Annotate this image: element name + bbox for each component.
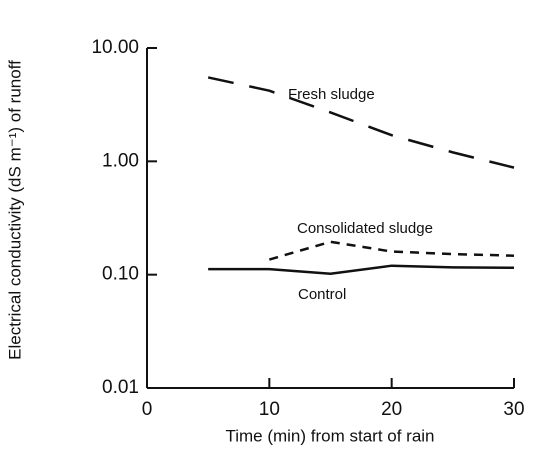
- series-line: [208, 264, 515, 275]
- y-tick-label: 10.00: [91, 37, 139, 58]
- series-line: [207, 76, 515, 169]
- x-tick-label: 10: [259, 399, 280, 420]
- series-label: Control: [298, 286, 346, 303]
- y-tick-label: 0.10: [102, 264, 139, 285]
- x-tick-label: 30: [503, 399, 524, 420]
- x-axis-title: Time (min) from start of rain: [225, 426, 434, 445]
- series-line: [268, 240, 515, 261]
- y-tick-label: 1.00: [102, 150, 139, 171]
- y-axis-title: Electrical conductivity (dS m⁻¹) of runo…: [5, 60, 24, 360]
- series-label: Fresh sludge: [288, 86, 375, 103]
- y-tick-label: 0.01: [102, 377, 139, 398]
- x-tick-label: 0: [142, 399, 153, 420]
- series-label: Consolidated sludge: [297, 220, 433, 237]
- x-tick-label: 20: [381, 399, 402, 420]
